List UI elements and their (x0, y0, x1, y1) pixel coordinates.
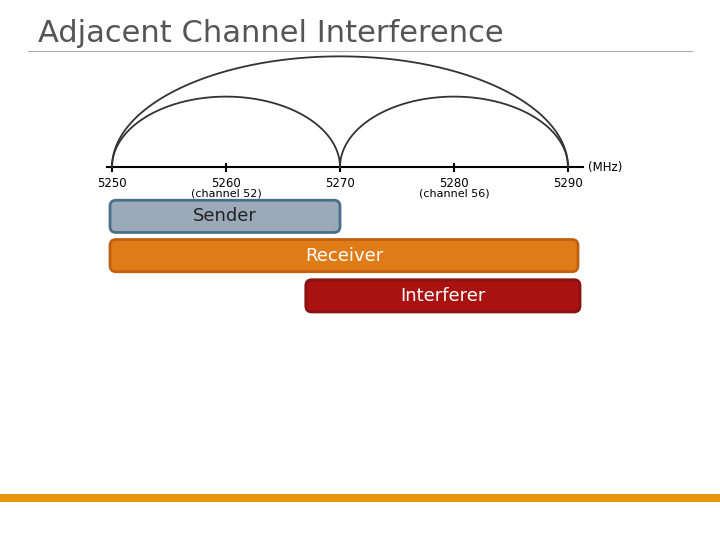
Text: 5280: 5280 (439, 177, 469, 190)
Bar (0, 494, 720, 502)
Text: 5270: 5270 (325, 177, 355, 190)
Text: 5260: 5260 (211, 177, 241, 190)
Text: 5290: 5290 (553, 177, 583, 190)
FancyBboxPatch shape (110, 240, 578, 272)
Text: (channel 52): (channel 52) (191, 188, 261, 198)
Text: Receiver: Receiver (305, 247, 383, 265)
Text: Computing: Computing (54, 522, 104, 531)
Text: Sender: Sender (193, 207, 257, 225)
Text: School of: School of (54, 511, 96, 521)
Text: 61: 61 (686, 517, 702, 530)
Text: (MHz): (MHz) (588, 160, 622, 173)
FancyBboxPatch shape (110, 200, 340, 232)
Text: Adjacent Channel Interference: Adjacent Channel Interference (38, 19, 503, 48)
Text: 5250: 5250 (97, 177, 127, 190)
FancyBboxPatch shape (306, 280, 580, 312)
Text: (channel 56): (channel 56) (419, 188, 490, 198)
Text: NUS: NUS (9, 516, 38, 529)
Text: Interferer: Interferer (400, 287, 485, 305)
